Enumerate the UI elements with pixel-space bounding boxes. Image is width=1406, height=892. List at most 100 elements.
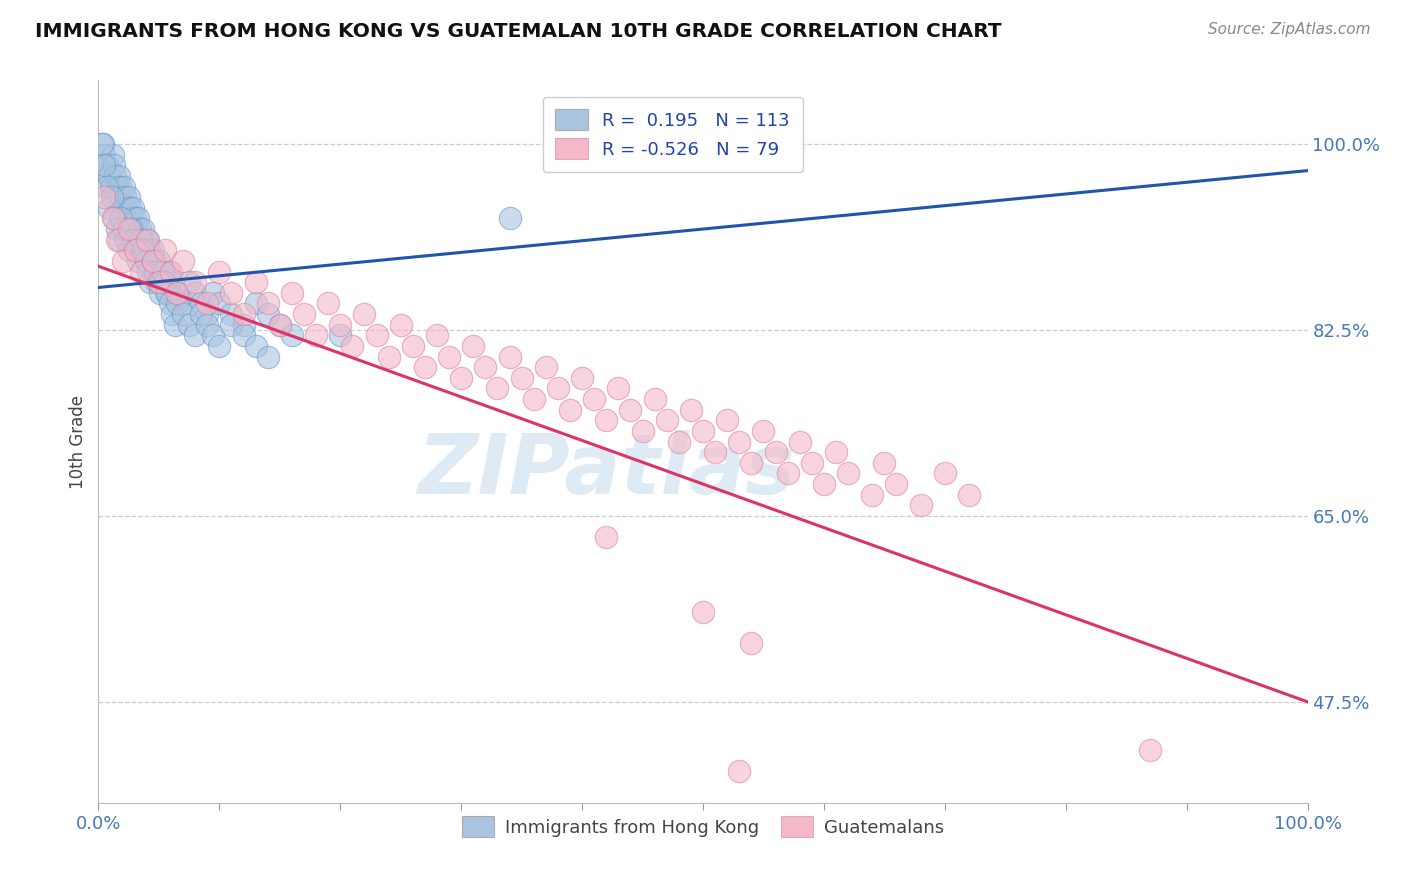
Point	[195, 318, 218, 332]
Point	[179, 318, 201, 332]
Point	[128, 222, 150, 236]
Point	[156, 285, 179, 300]
Point	[96, 158, 118, 172]
Point	[124, 211, 146, 226]
Point	[97, 169, 120, 183]
Point	[101, 147, 124, 161]
Point	[704, 445, 727, 459]
Point	[1139, 742, 1161, 756]
Point	[245, 296, 267, 310]
Point	[132, 222, 155, 236]
Point	[426, 328, 449, 343]
Point	[134, 233, 156, 247]
Point	[245, 275, 267, 289]
Point	[232, 307, 254, 321]
Point	[108, 169, 131, 183]
Point	[740, 636, 762, 650]
Point	[150, 264, 173, 278]
Point	[118, 244, 141, 258]
Point	[98, 169, 121, 183]
Point	[607, 381, 630, 395]
Point	[195, 296, 218, 310]
Point	[107, 190, 129, 204]
Point	[166, 296, 188, 310]
Point	[136, 264, 159, 278]
Point	[127, 233, 149, 247]
Point	[269, 318, 291, 332]
Point	[813, 477, 835, 491]
Point	[184, 275, 207, 289]
Point	[631, 424, 654, 438]
Point	[329, 318, 352, 332]
Point	[110, 211, 132, 226]
Point	[101, 211, 124, 226]
Point	[129, 233, 152, 247]
Point	[100, 190, 122, 204]
Point	[547, 381, 569, 395]
Point	[105, 233, 128, 247]
Point	[765, 445, 787, 459]
Point	[111, 254, 134, 268]
Point	[127, 211, 149, 226]
Point	[202, 328, 225, 343]
Point	[221, 318, 243, 332]
Point	[172, 296, 194, 310]
Point	[94, 158, 117, 172]
Point	[208, 264, 231, 278]
Point	[118, 190, 141, 204]
Point	[129, 264, 152, 278]
Point	[558, 402, 581, 417]
Point	[93, 158, 115, 172]
Point	[728, 764, 751, 778]
Point	[132, 244, 155, 258]
Point	[155, 285, 177, 300]
Point	[138, 244, 160, 258]
Point	[166, 285, 188, 300]
Point	[486, 381, 509, 395]
Point	[100, 179, 122, 194]
Point	[245, 339, 267, 353]
Point	[114, 190, 136, 204]
Point	[281, 328, 304, 343]
Point	[160, 264, 183, 278]
Point	[152, 275, 174, 289]
Point	[117, 211, 139, 226]
Point	[91, 136, 114, 151]
Point	[142, 254, 165, 268]
Point	[143, 264, 166, 278]
Point	[752, 424, 775, 438]
Point	[232, 318, 254, 332]
Point	[112, 222, 135, 236]
Point	[595, 530, 617, 544]
Point	[595, 413, 617, 427]
Point	[534, 360, 557, 375]
Point	[111, 201, 134, 215]
Point	[104, 169, 127, 183]
Point	[190, 296, 212, 310]
Legend: Immigrants from Hong Kong, Guatemalans: Immigrants from Hong Kong, Guatemalans	[454, 809, 952, 845]
Point	[837, 467, 859, 481]
Point	[221, 307, 243, 321]
Point	[957, 488, 980, 502]
Point	[679, 402, 702, 417]
Point	[413, 360, 436, 375]
Point	[232, 328, 254, 343]
Point	[873, 456, 896, 470]
Point	[342, 339, 364, 353]
Point	[910, 498, 932, 512]
Point	[98, 201, 121, 215]
Point	[121, 222, 143, 236]
Point	[256, 296, 278, 310]
Point	[172, 307, 194, 321]
Point	[389, 318, 412, 332]
Point	[498, 350, 520, 364]
Point	[523, 392, 546, 406]
Point	[886, 477, 908, 491]
Point	[91, 136, 114, 151]
Point	[143, 264, 166, 278]
Point	[179, 275, 201, 289]
Point	[668, 434, 690, 449]
Point	[172, 254, 194, 268]
Point	[292, 307, 315, 321]
Point	[136, 233, 159, 247]
